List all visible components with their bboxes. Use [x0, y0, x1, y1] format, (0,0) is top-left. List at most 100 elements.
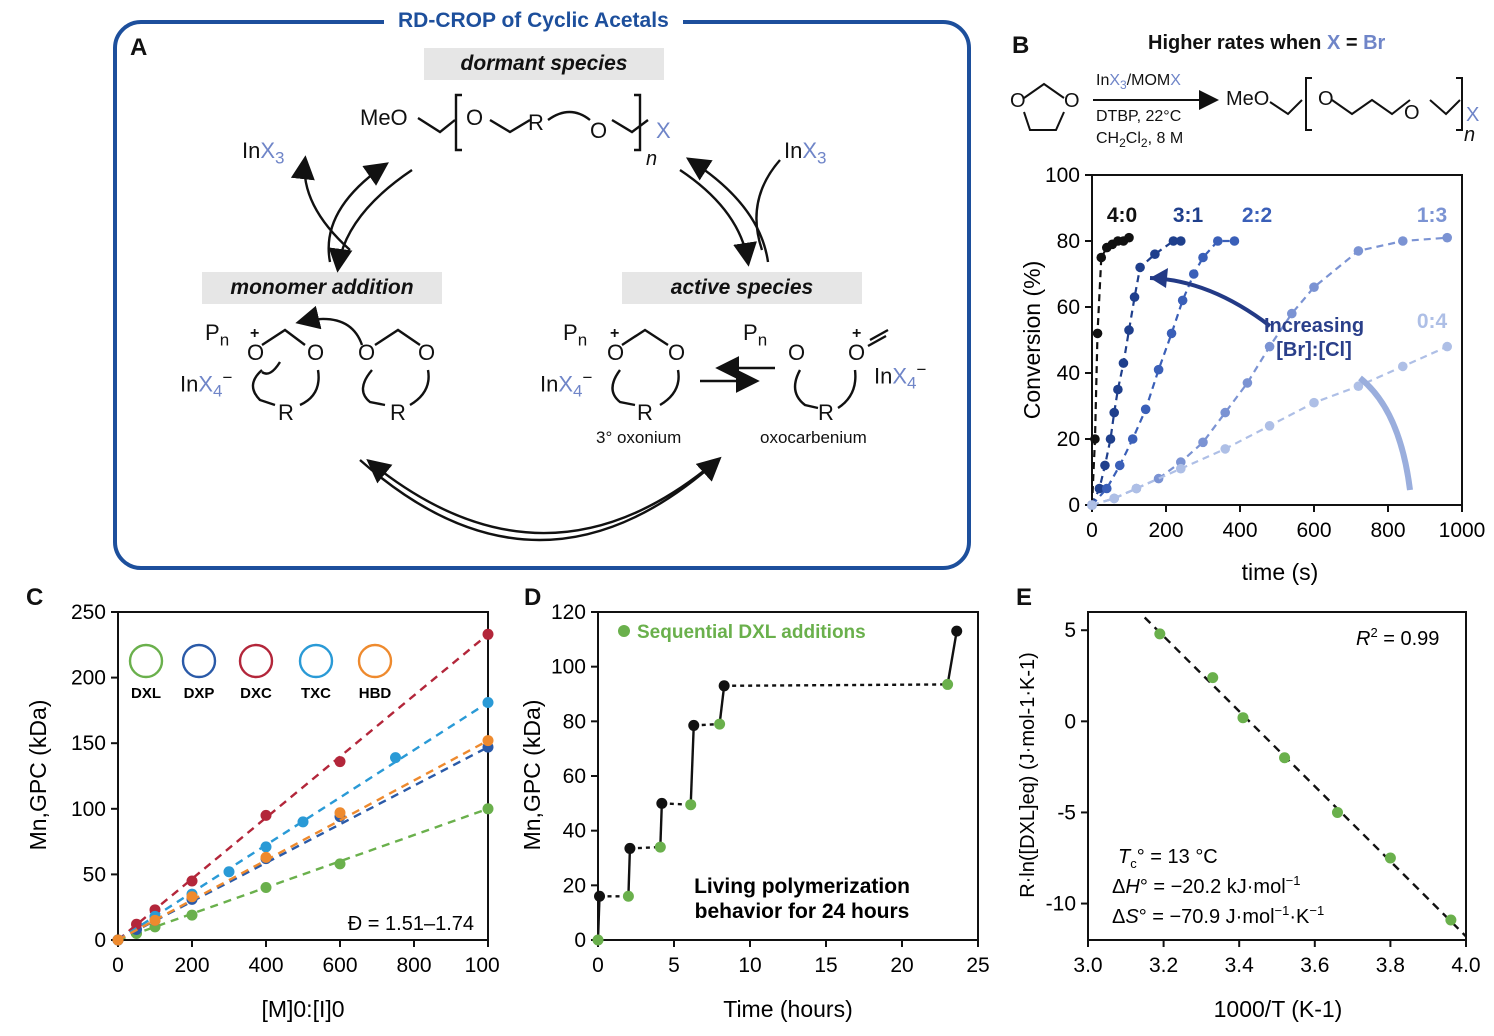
legend-label: Sequential DXL additions — [637, 622, 866, 643]
legend-ring-DXL — [128, 643, 164, 679]
dormant-o1: O — [466, 105, 484, 130]
oxocarb-r: R — [818, 400, 834, 425]
reagent-line: InX3/MOMX — [1096, 72, 1181, 93]
addition-step — [627, 848, 632, 897]
green-point — [622, 890, 634, 902]
dh-value: ° = −20.2 kJ·mol — [1140, 876, 1286, 898]
black-point — [688, 719, 700, 731]
x-axis-title: 1000/T (K-1) — [1214, 996, 1343, 1022]
data-point-TXC — [223, 866, 235, 878]
active-pn: Pn — [563, 320, 588, 350]
data-point — [1445, 914, 1457, 926]
tc-sub: c — [1130, 856, 1137, 871]
ds-k: ·K — [1289, 906, 1310, 928]
data-point-4:0 — [1096, 252, 1107, 263]
x-tick-label: 20 — [890, 954, 913, 977]
legend-label-DXP: DXP — [184, 685, 215, 702]
data-point-2:2 — [1229, 236, 1240, 246]
y-tick-label: 0 — [94, 929, 106, 952]
addition-step — [596, 896, 601, 941]
data-point-DXL — [482, 803, 494, 815]
data-point-2:2 — [1188, 269, 1199, 279]
y-tick-label: 0 — [1064, 710, 1076, 733]
x-tick-label: 200 — [1148, 519, 1183, 542]
fit-line — [1143, 616, 1467, 938]
monomer-o-plus: O — [247, 340, 265, 365]
panel-b-reaction — [1023, 77, 1463, 131]
r-symbol: R — [1356, 628, 1370, 650]
y-tick-label: 20 — [1057, 428, 1080, 451]
legend-ring-DXP — [181, 643, 217, 679]
addition-step — [659, 803, 664, 848]
oxocarb-plus: + — [852, 325, 862, 342]
data-point-0:4 — [1087, 500, 1097, 510]
data-point — [1331, 806, 1343, 818]
oxocarb-o2: O — [848, 340, 866, 365]
legend-marker — [618, 625, 630, 637]
dh-symbol: H — [1125, 876, 1140, 898]
product-meo: MeO — [1226, 88, 1270, 110]
hold-segment — [724, 683, 948, 687]
data-point-2:2 — [1198, 252, 1208, 263]
trend-arrow-tail — [1358, 375, 1413, 491]
x-tick-label: 25 — [966, 954, 989, 977]
y-tick-label: 150 — [71, 732, 106, 755]
monomer2-o1: O — [358, 340, 376, 365]
monomer-r2: R — [390, 400, 406, 425]
legend-ring-HBD — [357, 643, 393, 679]
annotation-line-2: behavior for 24 hours — [695, 900, 910, 923]
y-tick-label: 50 — [83, 863, 106, 886]
y-tick-label: -10 — [1046, 893, 1076, 916]
data-point-3:1 — [1129, 292, 1140, 302]
active-plus: + — [610, 325, 620, 342]
data-point-0:4 — [1264, 421, 1275, 431]
annotation-line-1: Living polymerization — [694, 875, 910, 898]
active-rings — [611, 328, 889, 410]
data-point-0:4 — [1309, 397, 1319, 408]
monomer-pn: Pn — [205, 320, 230, 350]
x-tick-label: 10 — [738, 954, 761, 977]
data-point-3:1 — [1113, 384, 1123, 395]
data-point-3:1 — [1124, 325, 1134, 335]
r-squared-label: R2 = 0.99 — [1356, 625, 1439, 650]
data-point-DXL — [260, 882, 272, 894]
x-tick-label: 3.8 — [1376, 954, 1405, 977]
addition-step — [946, 630, 958, 685]
data-point-1:3 — [1353, 246, 1364, 256]
data-point-1:3 — [1198, 437, 1208, 448]
ds-exp: −1 — [1275, 903, 1290, 918]
series-label-0:4: 0:4 — [1417, 310, 1448, 333]
data-point-HBD — [334, 807, 346, 819]
fit-line-DXC — [117, 633, 489, 941]
green-point — [592, 934, 604, 946]
x-tick-label: 3.4 — [1225, 954, 1255, 977]
legend-label-DXC: DXC — [240, 685, 272, 702]
data-point-3:1 — [1105, 434, 1116, 444]
data-point-0:4 — [1109, 493, 1119, 504]
active-o-plus: O — [607, 340, 625, 365]
active-inx4: InX4− — [540, 368, 593, 401]
oxocarb-inx4: InX4− — [874, 360, 927, 393]
tc-value: ° = 13 °C — [1137, 846, 1218, 868]
x-tick-label: 5 — [668, 954, 680, 977]
data-point-TXC — [297, 816, 309, 828]
plot-frame — [117, 611, 489, 941]
green-point — [685, 799, 697, 811]
y-axis-title: R·ln([DXL]eq) (J·mol-1·K-1) — [1017, 652, 1039, 898]
green-point — [942, 678, 954, 690]
x-tick-label: 600 — [322, 954, 357, 977]
series-label-3:1: 3:1 — [1173, 204, 1204, 227]
r-value: = 0.99 — [1378, 628, 1440, 650]
x-axis-title: time (s) — [1242, 559, 1319, 585]
green-point — [654, 841, 666, 853]
y-tick-label: 100 — [71, 798, 106, 821]
data-point-DXC — [186, 875, 198, 887]
reactant-o2: O — [1064, 90, 1080, 112]
oxocarb-o1: O — [788, 340, 806, 365]
ds-label: ΔS° = −70.9 J·mol−1·K−1 — [1112, 903, 1324, 928]
x-tick-label: 600 — [1296, 519, 1331, 542]
data-point-DXC — [131, 918, 142, 930]
data-point-4:0 — [1092, 328, 1103, 339]
inx3-right: InX3 — [784, 138, 827, 168]
data-point-TXC — [482, 697, 494, 709]
